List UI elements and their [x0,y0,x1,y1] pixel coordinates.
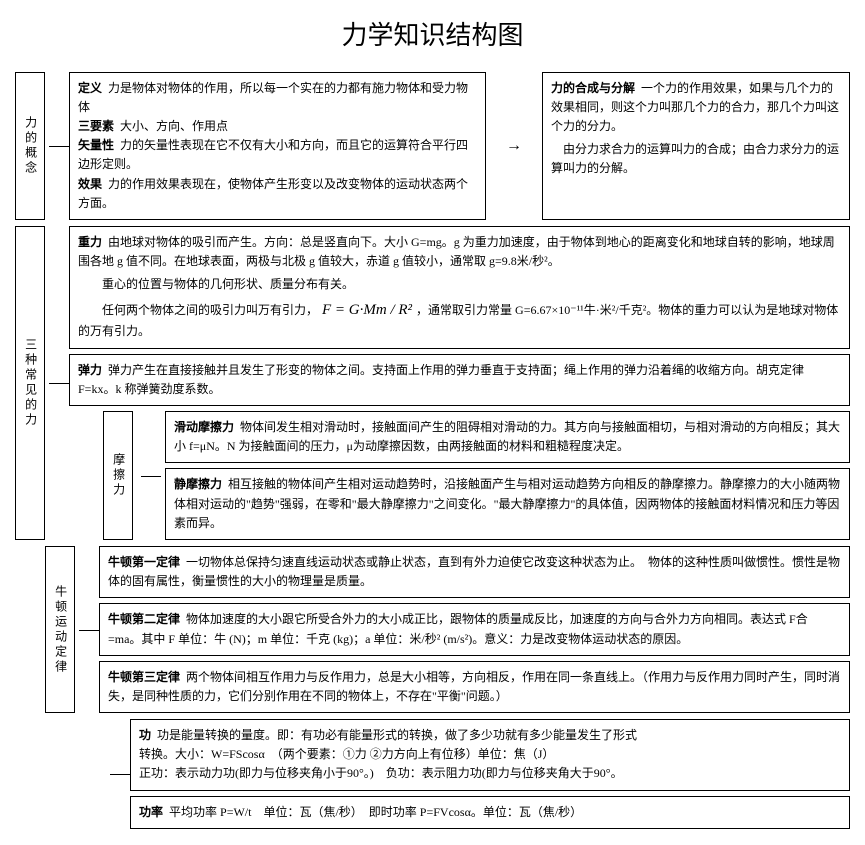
section-work-power: 功功是能量转换的量度。即：有功必有能量形式的转换，做了多少功就有多少能量发生了形… [15,719,850,829]
h-n3: 牛顿第三定律 [108,670,180,684]
box-elastic: 弹力弹力产生在直接接触并且发生了形变的物体之间。支持面上作用的弹力垂直于支持面；… [69,354,850,406]
t-def: 力是物体对物体的作用，所以每一个实在的力都有施力物体和受力物体 [78,81,468,114]
h-n2: 牛顿第二定律 [108,612,180,626]
h-comp: 力的合成与分解 [551,81,635,95]
h-grav: 重力 [78,235,102,249]
h-work: 功 [139,728,151,742]
box-newton1: 牛顿第一定律一切物体总保持匀速直线运动状态或静止状态，直到有外力迫使它改变这种状… [99,546,850,598]
t-vec: 力的矢量性表现在它不仅有大小和方向，而且它的运算符合平行四边形定则。 [78,138,468,171]
h-elem: 三要素 [78,119,114,133]
t-comp2: 由分力求合力的运算叫力的合成；由合力求分力的运算叫力的分解。 [551,140,841,178]
section-force-concept: 力的概念 定义力是物体对物体的作用，所以每一个实在的力都有施力物体和受力物体 三… [15,72,850,220]
h-static: 静摩擦力 [174,477,222,491]
label-three-forces: 三种常见的力 [15,226,45,540]
box-composition: 力的合成与分解一个力的作用效果，如果与几个力的效果相同，则这个力叫那几个力的合力… [542,72,850,220]
t-eff: 力的作用效果表现在，使物体产生形变以及改变物体的运动状态两个方面。 [78,177,468,210]
h-n1: 牛顿第一定律 [108,555,180,569]
label-force-concept: 力的概念 [15,72,45,220]
section-three-forces: 三种常见的力 重力由地球对物体的吸引而产生。方向：总是竖直向下。大小 G=mg。… [15,226,850,540]
box-static-friction: 静摩擦力相互接触的物体间产生相对运动趋势时，沿接触面产生与相对运动趋势方向相反的… [165,468,850,540]
box-sliding-friction: 滑动摩擦力物体间发生相对滑动时，接触面间产生的阻碍相对滑动的力。其方向与接触面相… [165,411,850,463]
box-definition: 定义力是物体对物体的作用，所以每一个实在的力都有施力物体和受力物体 三要素大小、… [69,72,486,220]
h-vec: 矢量性 [78,138,114,152]
h-pow: 功率 [139,805,163,819]
h-eff: 效果 [78,177,102,191]
h-def: 定义 [78,81,102,95]
t-static: 相互接触的物体间产生相对运动趋势时，沿接触面产生与相对运动趋势方向相反的静摩擦力… [174,477,840,529]
t-grav2: 重心的位置与物体的几何形状、质量分布有关。 [78,275,841,294]
box-newton3: 牛顿第三定律两个物体间相互作用力与反作用力，总是大小相等，方向相反，作用在同一条… [99,661,850,713]
h-elas: 弹力 [78,363,102,377]
t-n3: 两个物体间相互作用力与反作用力，总是大小相等，方向相反，作用在同一条直线上。（作… [108,670,840,703]
t-work1: 功是能量转换的量度。即：有功必有能量形式的转换，做了多少功就有多少能量发生了形式 [157,728,637,742]
t-elas: 弹力产生在直接接触并且发生了形变的物体之间。支持面上作用的弹力垂直于支持面；绳上… [78,363,804,396]
section-newton: 牛顿运动定律 牛顿第一定律一切物体总保持匀速直线运动状态或静止状态，直到有外力迫… [15,546,850,713]
label-friction: 摩擦力 [103,411,133,540]
t-n2: 物体加速度的大小跟它所受合外力的大小成正比，跟物体的质量成反比，加速度的方向与合… [108,612,808,645]
t-n1: 一切物体总保持匀速直线运动状态或静止状态，直到有外力迫使它改变这种状态为止。 物… [108,555,840,588]
box-newton2: 牛顿第二定律物体加速度的大小跟它所受合外力的大小成正比，跟物体的质量成反比，加速… [99,603,850,655]
box-work: 功功是能量转换的量度。即：有功必有能量形式的转换，做了多少功就有多少能量发生了形… [130,719,850,791]
friction-group: 摩擦力 滑动摩擦力物体间发生相对滑动时，接触面间产生的阻碍相对滑动的力。其方向与… [69,411,850,540]
t-work3: 正功：表示动力功(即力与位移夹角小于90°。) 负功：表示阻力功(即力与位移夹角… [139,764,841,783]
arrow-icon: → [494,72,534,220]
label-newton: 牛顿运动定律 [45,546,75,713]
t-grav1: 由地球对物体的吸引而产生。方向：总是竖直向下。大小 G=mg。g 为重力加速度，… [78,235,835,268]
h-slide: 滑动摩擦力 [174,420,234,434]
t-work2: 转换。大小：W=FScosα （两个要素：①力 ②力方向上有位移）单位：焦（J） [139,745,841,764]
t-slide: 物体间发生相对滑动时，接触面间产生的阻碍相对滑动的力。其方向与接触面相切，与相对… [174,420,840,453]
box-gravity: 重力由地球对物体的吸引而产生。方向：总是竖直向下。大小 G=mg。g 为重力加速… [69,226,850,349]
t-elem: 大小、方向、作用点 [120,119,228,133]
t-grav3a: 任何两个物体之间的吸引力叫万有引力， [102,303,318,317]
page-title: 力学知识结构图 [15,15,850,57]
t-pow: 平均功率 P=W/t 单位：瓦（焦/秒） 即时功率 P=FVcosα。单位：瓦（… [169,805,582,819]
formula-gravity: F = G·Mm / R² [318,302,416,318]
